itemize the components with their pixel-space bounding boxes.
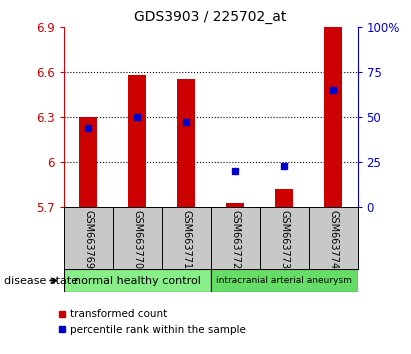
Text: normal healthy control: normal healthy control: [74, 275, 201, 286]
Bar: [79, 117, 97, 207]
Bar: [210, 269, 358, 292]
Text: disease state: disease state: [4, 275, 78, 286]
Legend: transformed count, percentile rank within the sample: transformed count, percentile rank withi…: [59, 309, 246, 335]
Text: intracranial arterial aneurysm: intracranial arterial aneurysm: [216, 276, 352, 285]
Text: GSM663773: GSM663773: [279, 210, 289, 269]
Bar: [324, 27, 342, 207]
Text: GSM663770: GSM663770: [132, 210, 142, 269]
Text: GSM663774: GSM663774: [328, 210, 338, 269]
Text: GSM663772: GSM663772: [230, 210, 240, 269]
Bar: [128, 75, 146, 207]
Text: GSM663771: GSM663771: [181, 210, 191, 269]
Title: GDS3903 / 225702_at: GDS3903 / 225702_at: [134, 10, 287, 24]
Bar: [226, 202, 245, 207]
Text: GSM663769: GSM663769: [83, 210, 93, 269]
Bar: [177, 79, 196, 207]
Bar: [64, 269, 210, 292]
Bar: [275, 189, 293, 207]
